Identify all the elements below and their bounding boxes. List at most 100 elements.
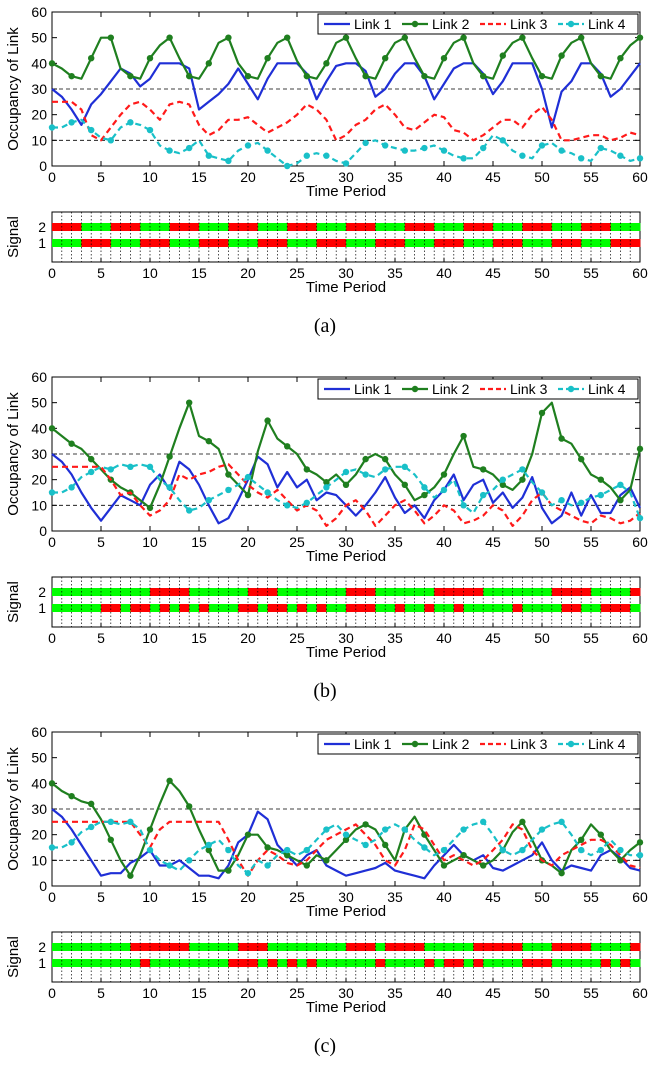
- signal-bar-phase-2: [287, 223, 298, 231]
- signal-bar-phase-1: [52, 604, 63, 612]
- signal-bar-phase-1: [512, 239, 523, 247]
- signal-bar-phase-2: [336, 588, 347, 596]
- y-tick-label: 10: [31, 497, 47, 513]
- data-point: [401, 147, 408, 154]
- data-point: [303, 152, 310, 159]
- signal-bar-phase-1: [228, 959, 239, 967]
- data-point: [342, 160, 350, 167]
- signal-bar-phase-1: [238, 604, 249, 612]
- signal-bar-phase-2: [101, 223, 112, 231]
- x-tick-label: 60: [632, 169, 648, 185]
- signal-bar-phase-1: [365, 959, 376, 967]
- signal-bar-phase-2: [169, 588, 180, 596]
- data-point: [401, 34, 408, 41]
- signal-bar-phase-2: [238, 943, 249, 951]
- signal-bar-phase-1: [502, 239, 513, 247]
- data-point: [617, 497, 624, 504]
- signal-bar-phase-1: [277, 239, 288, 247]
- signal-bar-phase-2: [522, 223, 533, 231]
- figure-caption: (b): [313, 680, 336, 702]
- signal-bar-phase-1: [591, 959, 602, 967]
- data-point: [362, 455, 369, 463]
- data-point: [48, 425, 56, 432]
- data-point: [558, 869, 565, 877]
- signal-bar-phase-1: [483, 239, 494, 247]
- signal-bar-phase-1: [551, 604, 562, 612]
- legend-label-link-3: Link 3: [510, 16, 548, 32]
- signal-bar-phase-1: [228, 239, 239, 247]
- signal-bar-phase-1: [169, 239, 180, 247]
- signal-bar-phase-1: [306, 604, 317, 612]
- x-tick-label: 30: [338, 889, 354, 905]
- data-point: [323, 857, 330, 864]
- signal-bar-phase-2: [277, 588, 288, 596]
- figure-caption: (a): [314, 315, 336, 337]
- data-point: [225, 157, 232, 165]
- signal-bar-phase-1: [610, 604, 621, 612]
- signal-bar-phase-2: [365, 223, 376, 231]
- signal-bar-phase-2: [101, 588, 112, 596]
- signal-bar-phase-2: [463, 588, 474, 596]
- signal-bar-phase-1: [257, 604, 268, 612]
- data-point: [68, 440, 75, 447]
- data-point: [382, 826, 389, 833]
- signal-bar-phase-1: [120, 239, 131, 247]
- signal-bar-phase-2: [561, 943, 572, 951]
- signal-bar-phase-1: [179, 959, 190, 967]
- data-point: [68, 792, 75, 800]
- signal-bar-phase-1: [355, 959, 366, 967]
- signal-bar-phase-2: [297, 223, 308, 231]
- signal-bar-phase-1: [502, 604, 513, 612]
- data-point: [421, 491, 428, 499]
- signal-bar-phase-1: [551, 239, 562, 247]
- signal-bar-phase-1: [630, 959, 641, 967]
- data-point: [401, 481, 408, 488]
- x-tick-label: 10: [142, 534, 158, 550]
- signal-bar-phase-1: [542, 239, 553, 247]
- data-point: [421, 484, 428, 491]
- x-tick-label: 5: [97, 169, 105, 185]
- signal-bar-phase-2: [551, 943, 562, 951]
- signal-bar-phase-2: [140, 588, 151, 596]
- data-point: [538, 72, 546, 80]
- x-tick-label: 50: [534, 169, 550, 185]
- signal-bar-phase-2: [483, 588, 494, 596]
- signal-bar-phase-2: [179, 943, 190, 951]
- signal-bar-phase-2: [434, 588, 445, 596]
- signal-y-axis-label: Signal: [5, 936, 22, 978]
- data-point: [382, 55, 389, 62]
- data-point: [342, 468, 350, 476]
- data-point: [88, 55, 95, 62]
- x-tick-label: 15: [191, 985, 207, 1001]
- data-point: [88, 468, 95, 476]
- data-point: [68, 119, 75, 126]
- x-tick-label: 50: [534, 889, 550, 905]
- signal-bar-phase-1: [238, 959, 249, 967]
- signal-bar-phase-1: [375, 239, 386, 247]
- signal-bar-phase-1: [630, 239, 641, 247]
- signal-bar-phase-1: [483, 604, 494, 612]
- signal-bar-phase-1: [473, 604, 484, 612]
- data-point: [440, 147, 448, 154]
- signal-bar-phase-1: [248, 959, 259, 967]
- signal-bar-phase-1: [218, 604, 229, 612]
- x-tick-label: 50: [534, 985, 550, 1001]
- data-point: [205, 152, 212, 159]
- signal-bar-phase-1: [228, 604, 239, 612]
- signal-bar-phase-2: [404, 588, 415, 596]
- legend-label-link-1: Link 1: [354, 381, 392, 397]
- data-point: [538, 826, 546, 833]
- signal-bar-phase-2: [463, 223, 474, 231]
- signal-bar-phase-1: [414, 239, 425, 247]
- signal-x-axis-label: Time Period: [306, 279, 386, 296]
- signal-bar-phase-1: [150, 239, 161, 247]
- signal-bar-phase-1: [512, 959, 523, 967]
- x-tick-label: 15: [191, 889, 207, 905]
- data-point: [460, 432, 467, 440]
- data-point: [323, 152, 330, 159]
- data-point: [48, 844, 56, 851]
- signal-bar-phase-2: [365, 943, 376, 951]
- signal-bar-phase-2: [404, 223, 415, 231]
- signal-bar-phase-2: [600, 588, 611, 596]
- signal-bar-phase-1: [199, 239, 210, 247]
